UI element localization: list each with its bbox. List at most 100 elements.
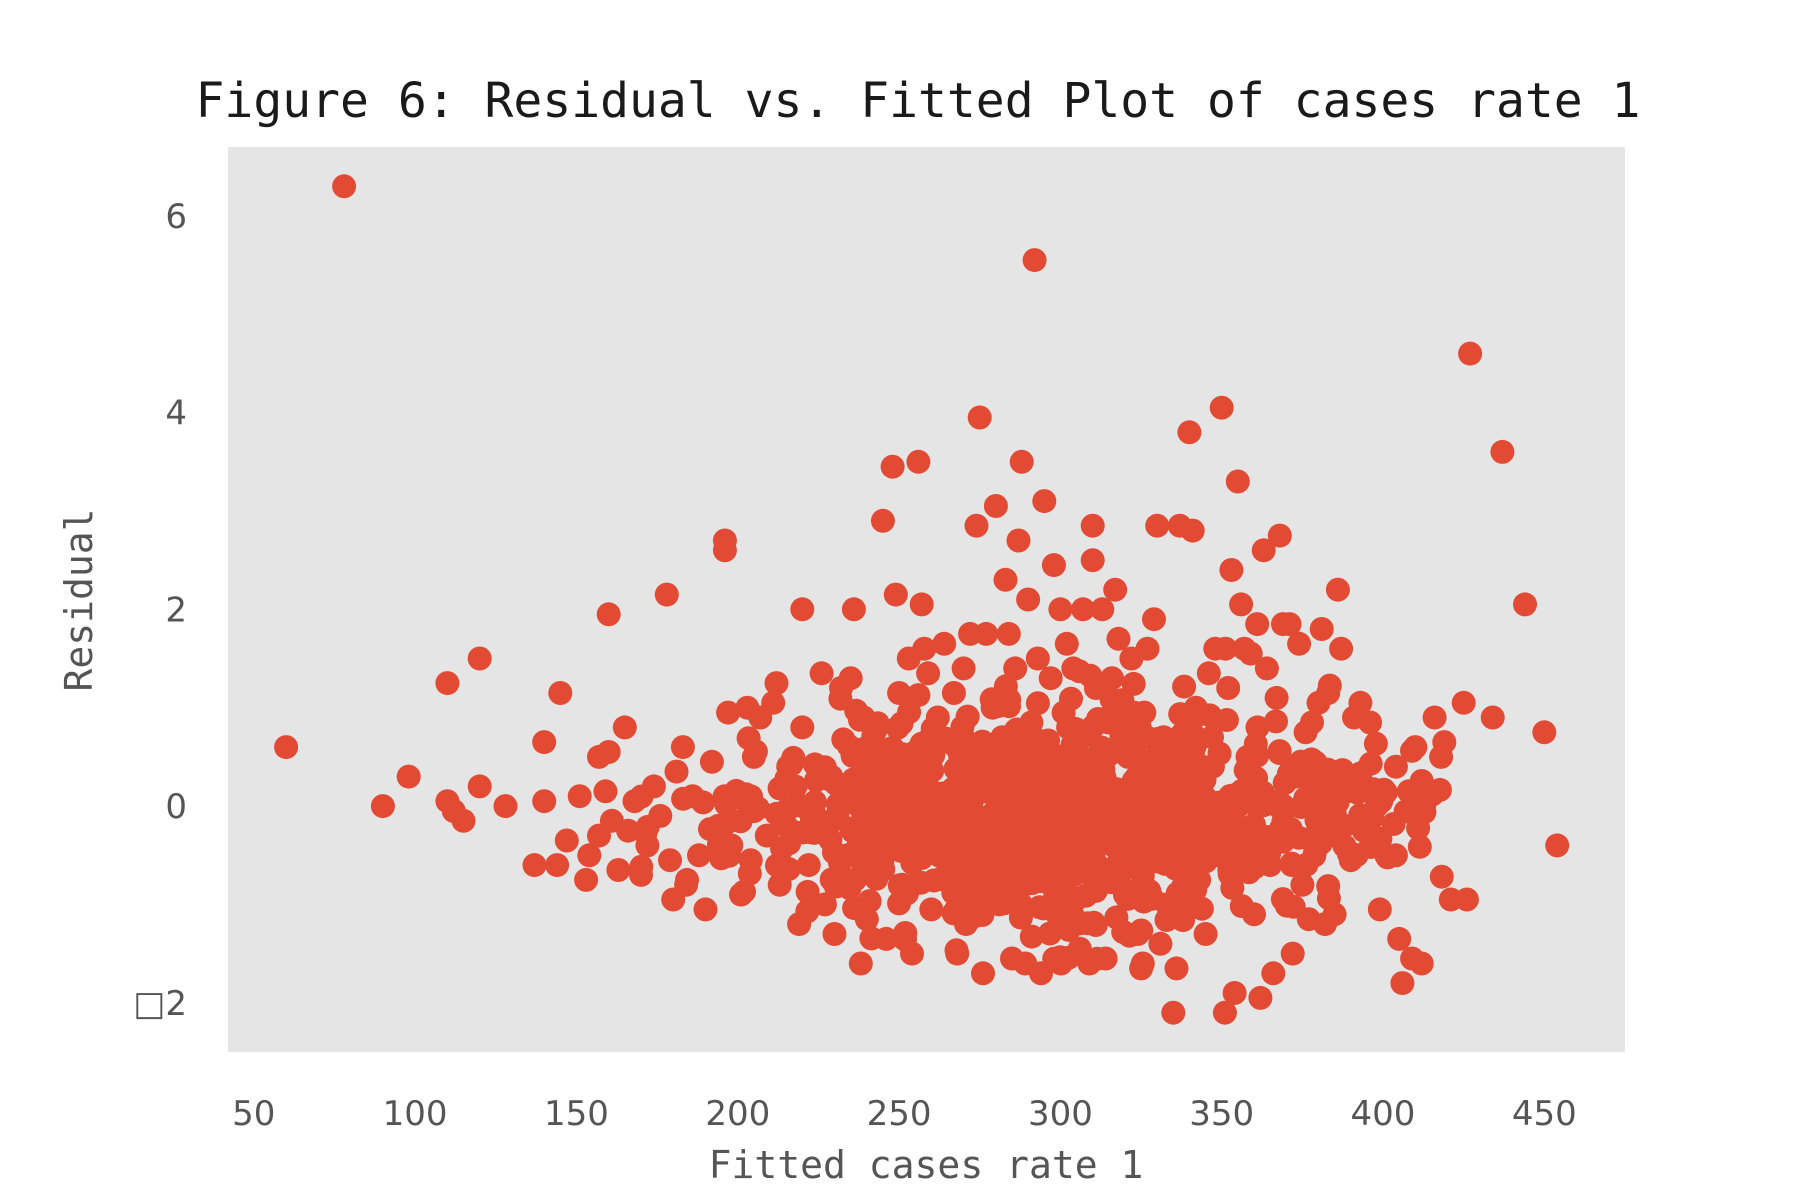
data-point-1115	[1364, 794, 1389, 819]
data-point-973	[887, 681, 912, 705]
data-point-1013	[1025, 646, 1050, 671]
data-point-982	[919, 897, 944, 922]
data-point-1044	[1129, 956, 1154, 981]
data-point-998	[977, 833, 1002, 858]
data-point-980	[912, 749, 937, 774]
data-point-900	[522, 853, 547, 878]
data-point-1122	[1396, 779, 1421, 804]
data-point-1008	[1009, 449, 1034, 474]
data-point-1136	[1532, 720, 1557, 745]
data-point-924	[658, 848, 682, 873]
data-point-1051	[1151, 725, 1176, 750]
x-axis-label: Fitted cases rate 1	[709, 1143, 1144, 1187]
data-point-489	[909, 870, 934, 895]
data-point-1035	[1093, 946, 1118, 971]
data-point-1135	[1513, 592, 1537, 617]
data-point-1037	[1100, 666, 1124, 691]
data-point-744	[970, 729, 995, 754]
x-tick-label: 350	[1189, 1094, 1254, 1134]
data-point-1109	[1338, 848, 1363, 873]
data-point-834	[1145, 743, 1170, 768]
data-point-1119	[1383, 754, 1408, 779]
data-point-1000	[983, 494, 1008, 518]
data-point-915	[606, 858, 631, 882]
data-point-913	[596, 602, 621, 627]
data-point-1007	[1006, 528, 1031, 553]
data-point-946	[764, 671, 789, 696]
data-point-675	[1252, 789, 1276, 814]
data-point-748	[795, 879, 820, 904]
data-point-726	[1214, 708, 1239, 732]
data-point-939	[729, 882, 753, 907]
data-point-1011	[1019, 710, 1044, 735]
data-point-986	[935, 848, 960, 873]
data-point-1034	[1090, 597, 1115, 622]
data-point-681	[893, 921, 918, 945]
data-point-1009	[1012, 818, 1037, 843]
data-point-932	[699, 749, 724, 774]
data-point-804	[998, 866, 1023, 891]
data-point-922	[648, 803, 673, 828]
data-point-908	[577, 843, 602, 868]
data-point-929	[680, 784, 705, 809]
data-point-1021	[1051, 700, 1076, 725]
data-point-1124	[1403, 735, 1428, 760]
data-point-839	[1169, 803, 1194, 828]
data-point-835	[1091, 784, 1116, 809]
data-point-954	[803, 803, 828, 828]
data-point-1106	[1329, 636, 1354, 661]
data-point-884	[900, 851, 925, 875]
data-point-981	[916, 661, 941, 686]
data-point-983	[925, 705, 950, 730]
data-point-920	[635, 833, 660, 858]
data-point-1083	[1254, 656, 1279, 681]
data-point-51	[1429, 864, 1454, 889]
x-tick-labels: 50 100 150 200 250 300 350 400 450	[232, 1094, 1577, 1134]
data-point-1080	[1245, 612, 1270, 637]
data-point-931	[693, 897, 718, 922]
data-point-1112	[1348, 690, 1373, 715]
data-point-1081	[1248, 985, 1273, 1010]
data-point-379	[1267, 741, 1292, 765]
data-point-765	[1309, 808, 1334, 833]
data-point-558	[1264, 709, 1288, 734]
data-point-968	[870, 508, 895, 533]
data-point-1028	[1074, 720, 1099, 745]
data-point-1049	[1145, 513, 1170, 538]
data-point-989	[948, 735, 973, 760]
data-point-1019	[1045, 902, 1070, 927]
data-point-947	[767, 872, 792, 897]
data-point-993	[961, 774, 986, 799]
data-point-1030	[1080, 513, 1105, 538]
data-point-955	[809, 661, 834, 686]
data-point-1010	[1016, 587, 1041, 612]
data-point-1002	[990, 725, 1015, 750]
data-point-1052	[1154, 892, 1179, 917]
data-point-591	[1220, 875, 1245, 900]
data-point-958	[822, 922, 847, 946]
data-point-990	[951, 656, 976, 681]
data-point-825	[906, 826, 931, 851]
data-point-919	[629, 862, 653, 887]
data-point-974	[890, 872, 915, 897]
data-point-1111	[1345, 774, 1370, 799]
data-point-324	[1406, 816, 1431, 841]
data-point-1001	[987, 892, 1012, 917]
data-point-1006	[1003, 656, 1028, 681]
data-point-1014	[1029, 961, 1053, 986]
data-point-871	[1009, 848, 1034, 873]
data-point-841	[1218, 784, 1243, 808]
data-point-495	[950, 715, 975, 740]
x-tick-label: 250	[867, 1094, 932, 1134]
data-point-930	[687, 843, 711, 868]
data-point-912	[596, 740, 621, 764]
y-tick-labels: □2 0 2 4 6	[133, 197, 187, 1024]
data-point-984	[929, 794, 953, 819]
data-point-1054	[1161, 1000, 1186, 1025]
data-point-1025	[1064, 784, 1089, 809]
data-point-1061	[1183, 695, 1208, 720]
data-point-971	[880, 454, 905, 479]
data-point-892	[396, 764, 421, 789]
data-point-1022	[1054, 631, 1079, 656]
data-point-951	[790, 597, 815, 622]
